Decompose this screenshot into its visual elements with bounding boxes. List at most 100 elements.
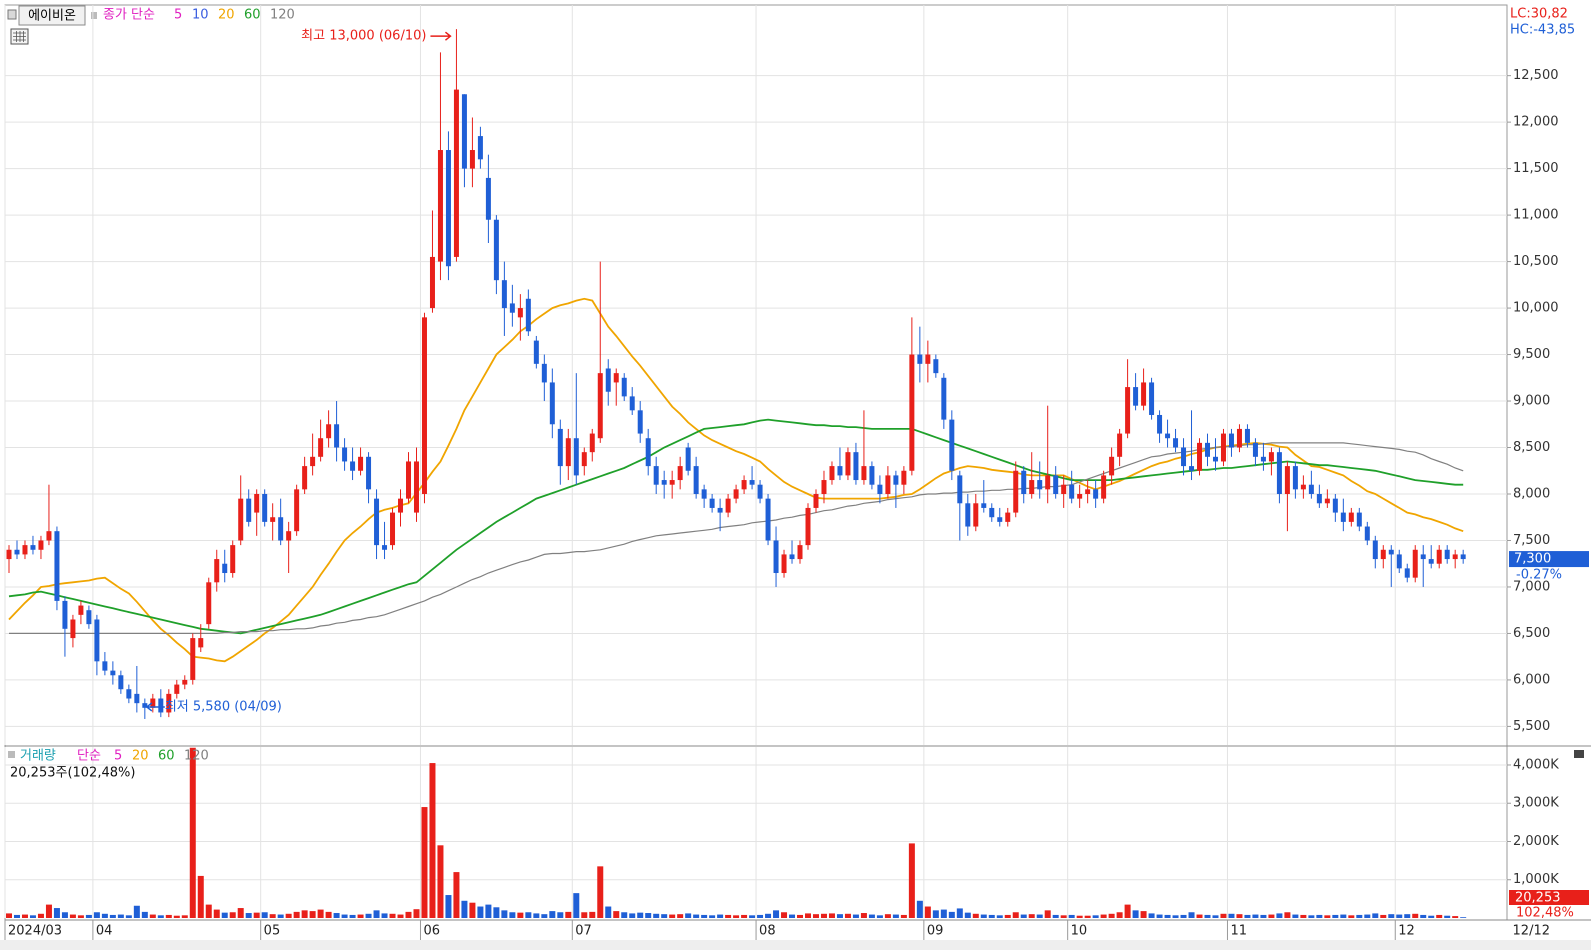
candle-body xyxy=(78,605,84,615)
volume-bar xyxy=(485,904,492,918)
volume-bar xyxy=(908,843,915,918)
volume-bar xyxy=(1132,910,1139,918)
volume-bar xyxy=(357,914,364,918)
candle-body xyxy=(278,517,284,541)
candle-body xyxy=(1332,498,1338,513)
y-tick-label: 6,500 xyxy=(1513,626,1550,641)
volume-bar xyxy=(749,915,756,918)
candle-body xyxy=(6,549,12,560)
candle-body xyxy=(366,456,372,490)
volume-bar xyxy=(1092,915,1099,918)
legend-item: 120 xyxy=(270,8,295,23)
change-label: -0.27% xyxy=(1516,568,1562,583)
y-tick-label: 11,500 xyxy=(1513,161,1559,176)
candle-body xyxy=(909,354,915,471)
low-annotation: 최저 5,580 (04/09) xyxy=(165,699,282,714)
candle-body xyxy=(310,456,316,467)
volume-bar xyxy=(948,911,955,918)
volume-bar xyxy=(605,906,612,918)
volume-bar xyxy=(1404,914,1411,918)
volume-bar xyxy=(453,872,460,918)
candle-body xyxy=(533,340,539,364)
candle-body xyxy=(358,456,364,471)
candle-body xyxy=(1452,554,1458,560)
candle-body xyxy=(629,396,635,411)
candle-body xyxy=(445,150,451,267)
volume-bar xyxy=(221,912,228,918)
volume-bar xyxy=(964,912,971,918)
candle-body xyxy=(1380,549,1386,560)
volume-bar xyxy=(1148,913,1155,918)
volume-bar xyxy=(493,907,500,918)
volume-bar xyxy=(501,910,508,918)
volume-bar xyxy=(781,912,788,918)
volume-bar xyxy=(820,913,827,918)
candle-body xyxy=(54,531,60,601)
stock-name-button[interactable] xyxy=(18,5,86,26)
volume-bar xyxy=(1372,913,1379,918)
volume-bar xyxy=(805,913,811,918)
volume-bar xyxy=(1380,914,1387,918)
candle-body xyxy=(965,503,971,527)
volume-bar xyxy=(389,913,396,918)
candle-body xyxy=(1069,484,1075,499)
volume-bar xyxy=(797,914,804,918)
volume-bar xyxy=(860,913,867,918)
volume-bar xyxy=(1140,911,1147,918)
volume-bar xyxy=(461,900,468,918)
candle-body xyxy=(230,545,236,574)
legend-item: 120 xyxy=(184,749,209,764)
candle-body xyxy=(765,498,771,541)
candle-body xyxy=(1428,559,1434,564)
y-tick-label: 7,000 xyxy=(1513,579,1550,594)
table-icon-grid xyxy=(13,31,26,42)
candle-body xyxy=(134,693,140,704)
candle-body xyxy=(1029,480,1035,494)
candle-body xyxy=(861,466,867,481)
candle-body xyxy=(190,638,196,680)
panel-close[interactable] xyxy=(1574,750,1584,758)
volume-bar xyxy=(261,912,268,918)
menu-icon[interactable] xyxy=(7,9,17,20)
low-arrow xyxy=(145,702,165,712)
stock-name[interactable]: 에이비온 xyxy=(28,9,76,24)
y-tick-label: 4,000K xyxy=(1513,757,1559,772)
candle-body xyxy=(1404,568,1410,578)
volume-bar xyxy=(517,912,524,918)
volume-bar xyxy=(693,914,700,918)
candle-body xyxy=(1109,456,1115,476)
candle-body xyxy=(1412,549,1418,578)
volume-bar xyxy=(293,911,300,918)
volume-bar xyxy=(661,914,668,918)
volume-summary: 20,253주(102,48%) xyxy=(10,766,135,781)
candle-body xyxy=(1165,433,1171,439)
volume-bar xyxy=(868,914,875,918)
y-tick-label: 7,500 xyxy=(1513,533,1550,548)
volume-bar xyxy=(1068,914,1075,918)
volume-bar xyxy=(541,914,548,918)
high-annotation: 최고 13,000 (06/10) xyxy=(301,29,426,44)
legend-item: 10 xyxy=(192,8,209,23)
candle-body xyxy=(973,503,979,527)
candle-body xyxy=(246,498,252,522)
candle-body xyxy=(981,503,987,508)
candle-body xyxy=(813,493,819,508)
volume-bar xyxy=(109,914,116,918)
volume-bar xyxy=(405,911,412,918)
volume-bar xyxy=(1316,914,1323,918)
candle-body xyxy=(1173,438,1179,448)
candle-body xyxy=(294,489,300,532)
candle-body xyxy=(1340,512,1346,522)
volume-bar xyxy=(413,909,420,918)
volume-bar xyxy=(37,913,44,918)
candle-body xyxy=(749,480,755,485)
volume-title: 거래량 xyxy=(20,749,56,764)
candle-body xyxy=(254,493,260,513)
volume-bar xyxy=(53,908,60,918)
candle-body xyxy=(1284,466,1290,494)
candle-body xyxy=(382,545,388,550)
volume-bar xyxy=(93,912,100,918)
candle-body xyxy=(461,94,467,169)
candle-body xyxy=(102,661,108,671)
